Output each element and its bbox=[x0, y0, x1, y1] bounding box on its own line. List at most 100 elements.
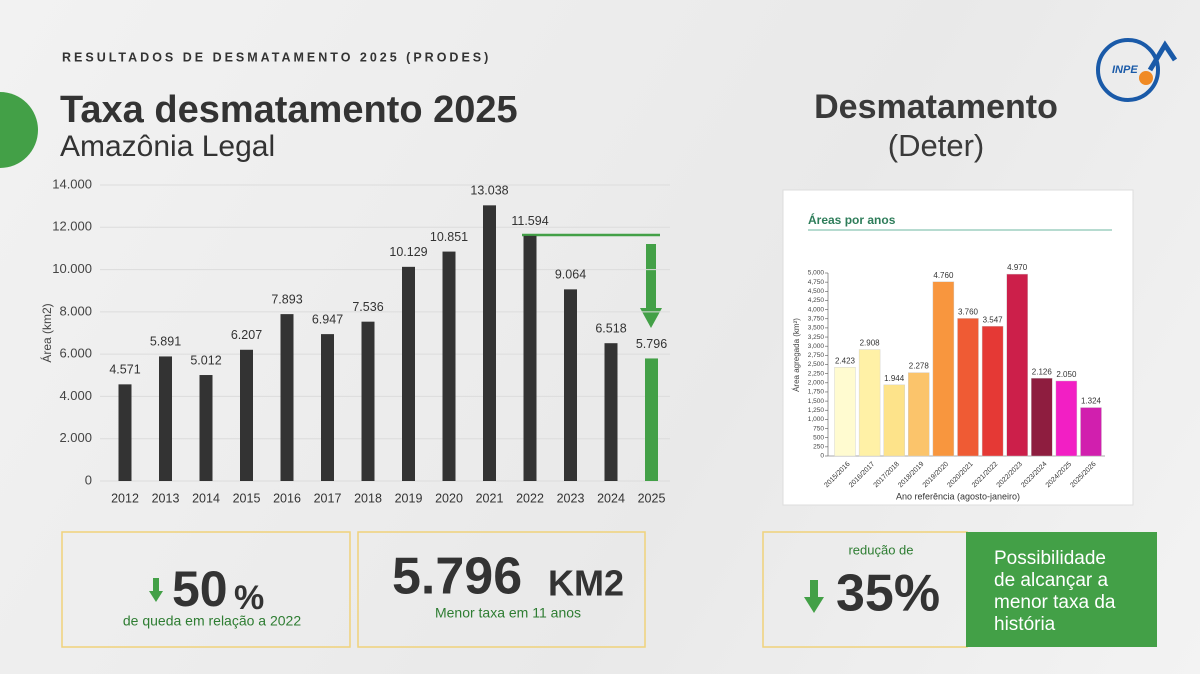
card-green bbox=[966, 532, 1157, 647]
y-tick-label: 1,500 bbox=[808, 398, 825, 405]
data-label: 5.012 bbox=[190, 353, 221, 367]
bar bbox=[834, 367, 856, 457]
card-unit: % bbox=[234, 579, 264, 617]
y-tick-label: 2,250 bbox=[808, 370, 825, 377]
chart-title: Áreas por anos bbox=[808, 212, 896, 227]
x-tick-label: 2016 bbox=[273, 491, 301, 505]
arrow-icon bbox=[810, 580, 818, 598]
y-tick-label: 5,000 bbox=[808, 270, 825, 277]
bar bbox=[645, 358, 658, 481]
right-subtitle: (Deter) bbox=[888, 128, 984, 163]
bar bbox=[564, 289, 577, 481]
logo-text: INPE bbox=[1112, 64, 1138, 76]
bar bbox=[361, 321, 375, 481]
data-label: 4.760 bbox=[933, 271, 954, 280]
bar bbox=[957, 318, 979, 457]
data-label: 6.947 bbox=[312, 312, 343, 326]
data-label: 6.207 bbox=[231, 328, 262, 342]
y-tick-label: 4,750 bbox=[808, 279, 825, 286]
card-big: 50 bbox=[172, 561, 228, 617]
y-tick-label: 3,750 bbox=[808, 315, 825, 322]
y-tick-label: 2,500 bbox=[808, 361, 825, 368]
data-label: 4.571 bbox=[109, 363, 140, 377]
bar bbox=[321, 334, 334, 481]
x-tick-label: 2021 bbox=[476, 491, 504, 505]
data-label: 13.038 bbox=[470, 184, 508, 198]
y-tick-label: 250 bbox=[813, 444, 824, 451]
bar bbox=[1006, 273, 1028, 457]
x-tick-label: 2017 bbox=[314, 491, 342, 505]
bar bbox=[280, 314, 294, 481]
card-caption: Menor taxa em 11 anos bbox=[435, 605, 581, 621]
y-tick-label: 4,500 bbox=[808, 288, 825, 295]
y-tick-label: 2,750 bbox=[808, 352, 825, 359]
arrow-icon bbox=[804, 597, 824, 613]
y-tick-label: 6.000 bbox=[59, 346, 92, 361]
x-tick-label: 2022 bbox=[516, 491, 544, 505]
right-title: Desmatamento bbox=[814, 88, 1058, 126]
y-axis-label: Área (km2) bbox=[39, 303, 54, 362]
x-tick-label: 2014 bbox=[192, 491, 220, 505]
title: Taxa desmatamento 2025 bbox=[60, 89, 518, 131]
data-label: 9.064 bbox=[555, 268, 586, 282]
arrow-icon bbox=[153, 578, 159, 592]
card bbox=[61, 531, 351, 648]
data-label: 2.278 bbox=[909, 362, 930, 371]
data-label: 2.126 bbox=[1032, 367, 1053, 376]
arrow-head bbox=[640, 308, 662, 328]
card-text: Possibilidade de alcançar a menor taxa da h… bbox=[994, 548, 1116, 635]
bar bbox=[908, 372, 930, 457]
y-tick-label: 1,750 bbox=[808, 389, 825, 396]
y-tick-label: 2.000 bbox=[59, 430, 92, 445]
card bbox=[357, 531, 646, 648]
x-tick-label: 2018 bbox=[354, 491, 382, 505]
card-big: 35% bbox=[836, 565, 940, 623]
y-tick-label: 750 bbox=[813, 425, 824, 432]
bar bbox=[604, 343, 618, 481]
data-label: 3.547 bbox=[983, 315, 1004, 324]
data-label: 7.893 bbox=[271, 292, 302, 306]
y-tick-label: 3,500 bbox=[808, 325, 825, 332]
bar bbox=[240, 349, 253, 481]
bar bbox=[1031, 377, 1053, 457]
bar bbox=[981, 325, 1004, 457]
y-tick-label: 4.000 bbox=[59, 388, 92, 403]
x-tick-label: 2024 bbox=[597, 491, 625, 505]
bar bbox=[858, 349, 881, 457]
y-tick-label: 4,250 bbox=[808, 297, 825, 304]
bar bbox=[1080, 407, 1102, 457]
y-tick-label: 500 bbox=[813, 434, 824, 441]
data-label: 6.518 bbox=[595, 321, 626, 335]
x-tick-label: 2020 bbox=[435, 491, 463, 505]
y-tick-label: 1,000 bbox=[808, 416, 825, 423]
y-tick-label: 0 bbox=[85, 472, 92, 487]
data-label: 10.851 bbox=[430, 230, 468, 244]
data-label: 4.970 bbox=[1007, 263, 1028, 272]
bar bbox=[442, 251, 456, 481]
y-tick-label: 14.000 bbox=[52, 176, 92, 191]
data-label: 3.760 bbox=[958, 307, 979, 316]
bar bbox=[1055, 380, 1078, 457]
bar bbox=[118, 384, 132, 481]
bar bbox=[199, 375, 213, 481]
y-tick-label: 3,250 bbox=[808, 334, 825, 341]
data-label: 10.129 bbox=[389, 245, 427, 259]
card-caption: redução de bbox=[848, 542, 913, 557]
bar bbox=[932, 281, 955, 457]
logo: INPE bbox=[1096, 38, 1178, 102]
data-label: 2.050 bbox=[1056, 370, 1077, 379]
y-tick-label: 0 bbox=[820, 453, 824, 460]
y-tick-label: 4,000 bbox=[808, 306, 825, 313]
bar bbox=[523, 235, 537, 481]
bar bbox=[483, 205, 496, 482]
data-label: 2.423 bbox=[835, 356, 856, 365]
data-label: 1.324 bbox=[1081, 397, 1102, 406]
y-tick-label: 1,250 bbox=[808, 407, 825, 414]
decor-circle bbox=[0, 92, 38, 168]
data-label: 5.891 bbox=[150, 335, 181, 349]
arrow-icon bbox=[149, 591, 163, 602]
y-tick-label: 10.000 bbox=[52, 261, 92, 276]
subtitle: Amazônia Legal bbox=[60, 130, 275, 163]
